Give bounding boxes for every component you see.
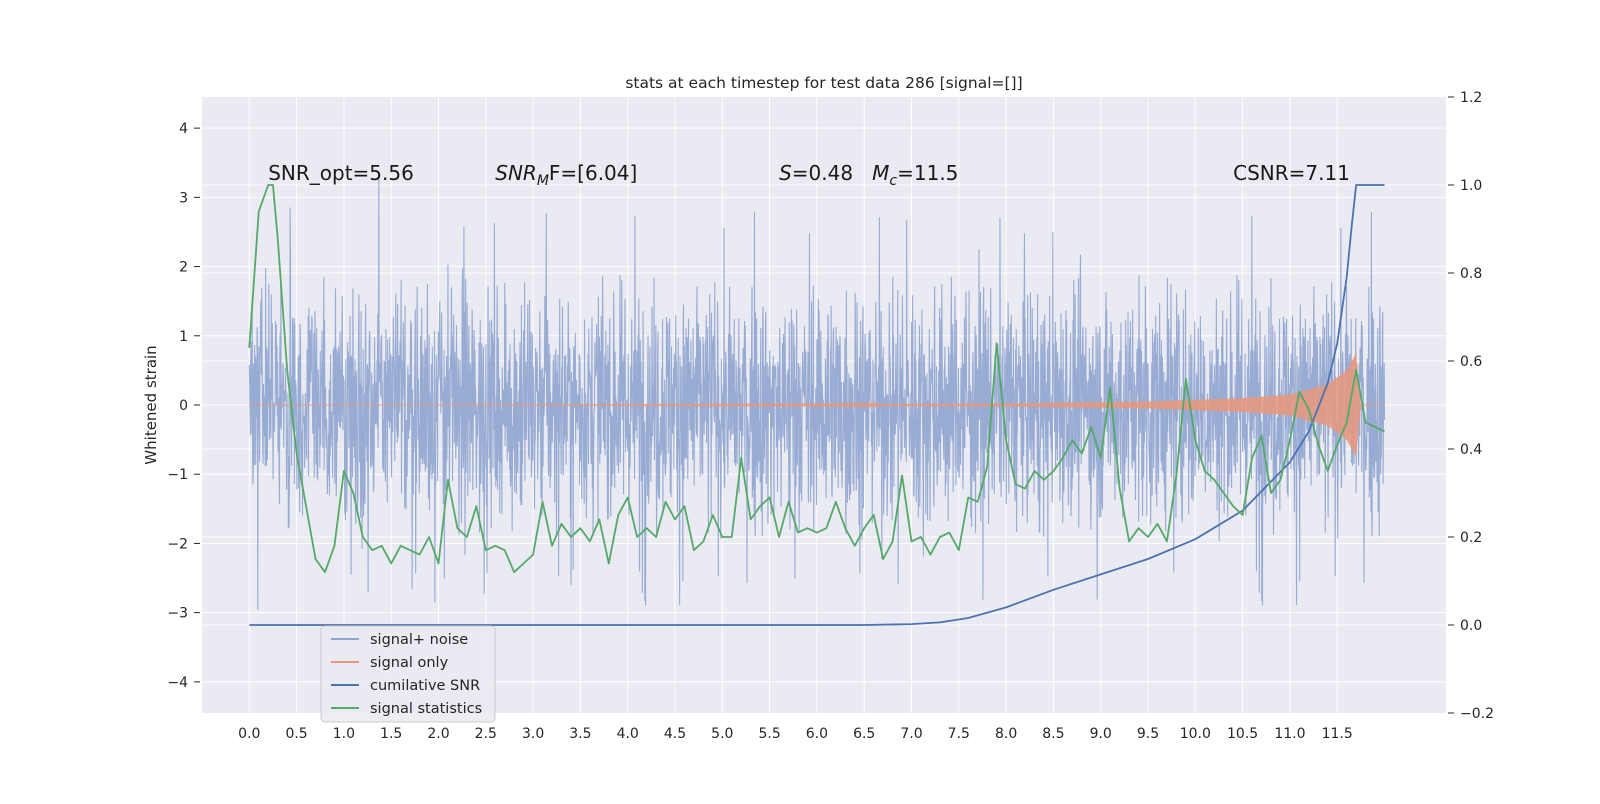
x-tick-label: 8.0 bbox=[995, 726, 1017, 742]
y-axis-label: Whitened strain bbox=[142, 345, 160, 464]
x-tick-label: 4.5 bbox=[664, 726, 686, 742]
y2-tick-label: 0.0 bbox=[1460, 618, 1482, 634]
x-tick-label: 10.0 bbox=[1180, 726, 1211, 742]
x-tick-label: 3.5 bbox=[569, 726, 591, 742]
x-tick-label: 4.0 bbox=[617, 726, 639, 742]
x-tick-label: 1.0 bbox=[333, 726, 355, 742]
y2-tick-label: 0.4 bbox=[1460, 442, 1482, 458]
legend-label-cumulative-snr: cumilative SNR bbox=[370, 678, 480, 694]
x-tick-label: 11.5 bbox=[1322, 726, 1353, 742]
y-tick-label: −4 bbox=[167, 675, 188, 691]
x-tick-label: 0.0 bbox=[238, 726, 260, 742]
annotation-snr-mf-base: SNR bbox=[495, 161, 537, 185]
y-tick-label: 2 bbox=[179, 260, 188, 276]
annotation-mc-value: =11.5 bbox=[897, 161, 958, 185]
data-layer bbox=[248, 174, 1386, 626]
annotation-csnr: CSNR=7.11 bbox=[1233, 161, 1350, 185]
y2-tick-label: 1.0 bbox=[1460, 178, 1482, 194]
legend-label-signal-statistics: signal statistics bbox=[370, 701, 482, 717]
legend-box bbox=[320, 625, 496, 723]
x-tick-label: 6.5 bbox=[853, 726, 875, 742]
y-tick-label: −3 bbox=[167, 606, 188, 622]
x-tick-label: 2.0 bbox=[427, 726, 449, 742]
x-tick-label: 11.0 bbox=[1274, 726, 1305, 742]
y-tick-label: 0 bbox=[179, 398, 188, 414]
annotation-s-mc: S=0.48 Mc=11.5 bbox=[779, 161, 958, 189]
legend-label-signal-noise: signal+ noise bbox=[370, 632, 468, 648]
x-tick-label: 7.5 bbox=[948, 726, 970, 742]
series-cumulative-snr bbox=[249, 184, 1385, 626]
annotation-s-value: =0.48 bbox=[792, 161, 872, 185]
x-tick-label: 1.5 bbox=[380, 726, 402, 742]
x-tick-label: 6.0 bbox=[806, 726, 828, 742]
series-signal-noise bbox=[248, 174, 1386, 610]
x-tick-label: 5.0 bbox=[711, 726, 733, 742]
annotation-snr-opt: SNR_opt=5.56 bbox=[268, 161, 414, 185]
y-tick-label: 3 bbox=[179, 190, 188, 206]
y2-tick-label: 1.2 bbox=[1460, 90, 1482, 106]
x-tick-label: 9.0 bbox=[1090, 726, 1112, 742]
y-tick-label: −2 bbox=[167, 536, 188, 552]
x-tick-label: 5.5 bbox=[758, 726, 780, 742]
legend-label-signal-only: signal only bbox=[370, 655, 449, 671]
annotation-mc-symbol: M bbox=[872, 161, 889, 185]
y2-tick-label: 0.8 bbox=[1460, 266, 1482, 282]
axes-layer: 0.0 0.5 1.0 1.5 2.0 2.5 3.0 3.5 4.0 4.5 5.0 5.5 6.0 6… bbox=[167, 90, 1494, 742]
series-signal-statistics bbox=[248, 184, 1385, 574]
chart-title: stats at each timestep for test data 286… bbox=[625, 74, 1022, 92]
x-tick-label: 9.5 bbox=[1137, 726, 1159, 742]
y2-tick-label: −0.2 bbox=[1460, 706, 1494, 722]
annotation-snr-mf-value: F=[6.04] bbox=[549, 161, 637, 185]
x-tick-label: 10.5 bbox=[1227, 726, 1258, 742]
y-tick-label: 4 bbox=[179, 121, 188, 137]
annotations: SNR_opt=5.56 SNRMF=[6.04] S=0.48 Mc=11.5… bbox=[268, 161, 1350, 189]
x-tick-label: 3.0 bbox=[522, 726, 544, 742]
y2-tick-label: 0.2 bbox=[1460, 530, 1482, 546]
annotation-snr-mf: SNRMF=[6.04] bbox=[495, 161, 637, 189]
y-tick-label: −1 bbox=[167, 467, 188, 483]
annotation-s-symbol: S bbox=[779, 161, 792, 185]
x-tick-label: 0.5 bbox=[285, 726, 307, 742]
y-tick-label: 1 bbox=[179, 329, 188, 345]
legend: signal+ noise signal only cumilative SNR… bbox=[320, 625, 496, 723]
y2-tick-label: 0.6 bbox=[1460, 354, 1482, 370]
annotation-mc-sub: c bbox=[889, 173, 897, 189]
series-signal-only bbox=[249, 353, 1385, 457]
x-tick-label: 2.5 bbox=[475, 726, 497, 742]
x-tick-label: 8.5 bbox=[1042, 726, 1064, 742]
annotation-snr-mf-sub: M bbox=[537, 173, 549, 189]
x-tick-label: 7.0 bbox=[900, 726, 922, 742]
